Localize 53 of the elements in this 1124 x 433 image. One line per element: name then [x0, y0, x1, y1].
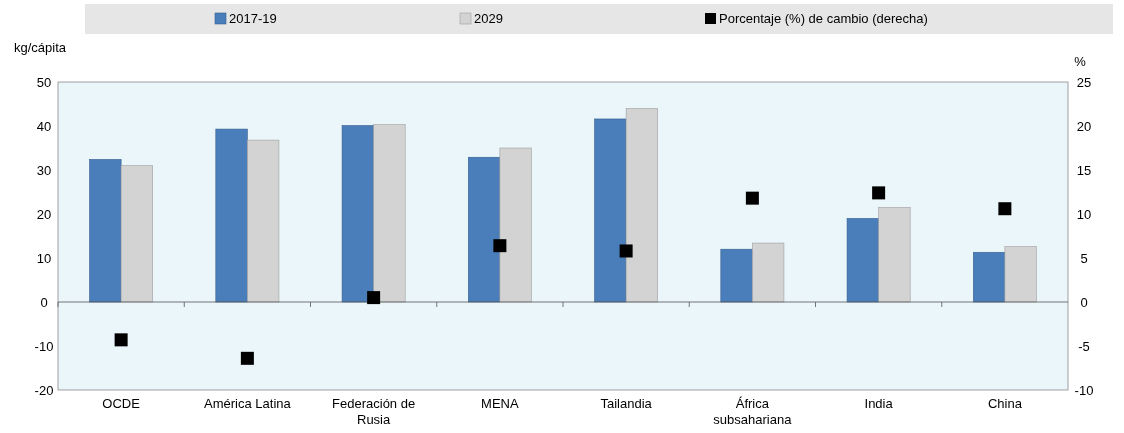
legend-label: 2029 [474, 11, 503, 26]
bar [373, 124, 406, 303]
y-tick-label: 40 [36, 119, 52, 134]
point [619, 244, 633, 258]
y-tick-label: -10 [34, 339, 54, 354]
bar [625, 108, 658, 303]
bar [846, 218, 879, 303]
point [745, 191, 759, 205]
bar [594, 118, 627, 303]
x-tick-label: China [987, 396, 1023, 411]
legend-label: Porcentaje (%) de cambio (derecha) [719, 11, 928, 26]
bar [215, 128, 248, 303]
bar [341, 125, 374, 303]
x-tick-label: África subsahariana [713, 396, 793, 427]
bar [878, 207, 911, 303]
point [240, 351, 254, 365]
y-tick-label: 10 [36, 251, 52, 266]
bar [120, 165, 153, 303]
bar [973, 251, 1006, 303]
point [493, 239, 507, 253]
y2-tick-label: -10 [1074, 383, 1094, 398]
x-tick-label: América Latina [204, 396, 292, 411]
y-tick-label: -20 [34, 383, 54, 398]
point [114, 333, 128, 347]
y2-axis-title: % [1074, 54, 1087, 69]
y2-tick-label: 10 [1076, 207, 1092, 222]
bar [89, 159, 122, 303]
y-tick-label: 20 [36, 207, 52, 222]
y-tick-label: 0 [40, 295, 48, 310]
y2-tick-label: 15 [1076, 163, 1092, 178]
x-tick-label: India [864, 396, 894, 411]
point [367, 291, 381, 305]
y2-tick-label: 20 [1076, 119, 1092, 134]
y-tick-label: 50 [36, 75, 52, 90]
point [998, 202, 1012, 216]
y2-tick-label: 25 [1076, 75, 1092, 90]
point [872, 186, 886, 200]
legend-label: 2017-19 [229, 11, 277, 26]
bar [247, 139, 280, 303]
y2-tick-label: 5 [1080, 251, 1088, 266]
bar [720, 248, 753, 303]
x-tick-label: Tailandia [600, 396, 653, 411]
bar [752, 242, 785, 303]
y-tick-label: 30 [36, 163, 52, 178]
y-axis-title: kg/cápita [14, 40, 67, 55]
y2-tick-label: 0 [1080, 295, 1088, 310]
bar [499, 147, 532, 303]
bar [468, 156, 501, 303]
x-tick-label: Federación de Rusia [332, 396, 416, 427]
x-tick-label: MENA [481, 396, 519, 411]
y2-tick-label: -5 [1078, 339, 1090, 354]
x-tick-label: OCDE [102, 396, 141, 411]
bar [1004, 246, 1037, 303]
